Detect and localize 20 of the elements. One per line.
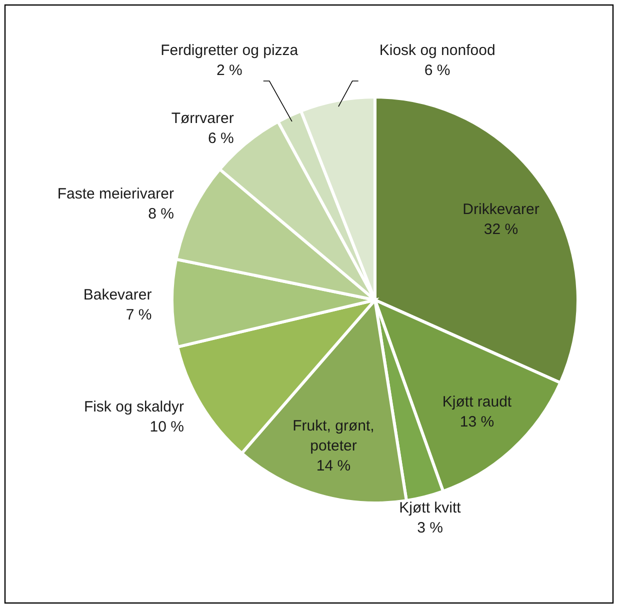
slice-label: Tørrvarer	[171, 110, 234, 127]
slice-label: Frukt, grønt, poteter	[292, 417, 374, 454]
slice-label: Kjøtt raudt	[442, 393, 512, 410]
data-label: 7 %	[126, 306, 152, 324]
slice-label: Kiosk og nonfood	[379, 42, 496, 59]
slice-label: Bakevarer	[83, 286, 152, 304]
slice-label: Kjøtt kvitt	[399, 499, 462, 516]
data-label: 6 %	[208, 130, 234, 147]
data-label: 2 %	[216, 62, 242, 79]
data-label: 6 %	[424, 62, 450, 79]
data-label: 10 %	[150, 418, 184, 436]
slice-label: Faste meierivarer	[57, 186, 174, 203]
data-label: 14 %	[316, 457, 351, 474]
data-label: 13 %	[460, 413, 494, 430]
data-label: 3 %	[417, 519, 443, 536]
data-label: 32 %	[484, 221, 518, 238]
slice-label: Fisk og skaldyr	[84, 398, 184, 416]
slice-label: Drikkevarer	[462, 201, 540, 218]
slice-label: Ferdigretter og pizza	[160, 42, 299, 59]
data-label: 8 %	[148, 206, 174, 223]
